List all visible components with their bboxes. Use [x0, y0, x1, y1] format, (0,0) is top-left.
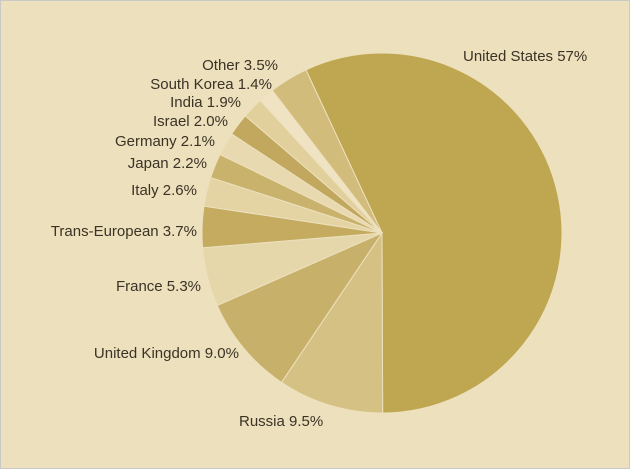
slice-label-france: France 5.3%: [116, 278, 201, 295]
slice-label-israel: Israel 2.0%: [153, 113, 228, 130]
slice-label-trans-european: Trans-European 3.7%: [51, 223, 197, 240]
slice-label-south-korea: South Korea 1.4%: [150, 76, 272, 93]
slice-label-japan: Japan 2.2%: [128, 155, 207, 172]
slice-label-united-kingdom: United Kingdom 9.0%: [94, 345, 239, 362]
slice-label-india: India 1.9%: [170, 94, 241, 111]
slice-label-italy: Italy 2.6%: [131, 182, 197, 199]
slice-label-united-states: United States 57%: [463, 48, 587, 65]
pie-slice-united-kingdom: [216, 231, 384, 384]
slice-label-germany: Germany 2.1%: [115, 133, 215, 150]
pie-slice-other: [271, 69, 383, 234]
pie-slice-russia: [280, 231, 384, 414]
slice-label-other: Other 3.5%: [202, 57, 278, 74]
slice-label-russia: Russia 9.5%: [239, 413, 323, 430]
pie-slice-united-states: [305, 52, 563, 414]
